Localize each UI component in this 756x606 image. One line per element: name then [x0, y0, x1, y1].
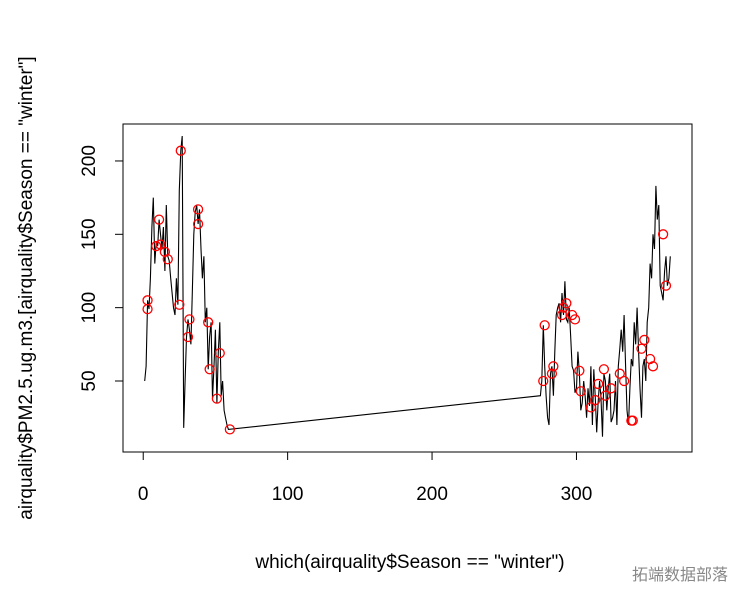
data-point [182, 331, 194, 343]
data-point [657, 229, 669, 240]
y-tick-label: 150 [79, 218, 100, 250]
watermark: 拓端数据部落 [632, 566, 728, 584]
data-point [618, 375, 630, 387]
data-point [153, 214, 165, 225]
data-point [614, 368, 625, 379]
data-point [192, 218, 204, 230]
data-point [546, 368, 558, 379]
data-point [151, 240, 162, 252]
data-point [214, 347, 225, 359]
x-axis-label: which(airquality$Season == "winter") [254, 552, 564, 573]
data-point [211, 393, 223, 404]
x-tick-label: 100 [272, 484, 304, 505]
data-point [592, 378, 604, 390]
y-tick-label: 200 [79, 145, 100, 177]
data-point [192, 204, 204, 215]
data-point [556, 309, 568, 321]
data-point [162, 254, 173, 265]
data-point [627, 415, 638, 426]
y-tick-label: 100 [79, 292, 100, 324]
data-point [639, 334, 650, 346]
data-point [539, 320, 550, 331]
data-point [548, 361, 559, 372]
data-point [159, 246, 171, 258]
x-tick-label: 0 [138, 484, 149, 505]
data-point [204, 364, 215, 375]
data-point [600, 390, 611, 401]
data-point [569, 314, 581, 325]
data-point [644, 353, 656, 365]
data-point [590, 394, 601, 406]
x-tick-label: 200 [416, 484, 448, 505]
data-line [144, 135, 671, 437]
data-point [574, 365, 585, 376]
data-point [636, 343, 647, 354]
data-point [203, 317, 214, 328]
data-point [224, 424, 236, 435]
y-tick-label: 50 [79, 370, 100, 391]
data-point [561, 298, 572, 309]
data-point [538, 375, 549, 387]
data-point [142, 303, 153, 315]
data-point [605, 383, 617, 394]
data-point [598, 364, 610, 375]
data-point [184, 314, 195, 325]
y-axis-label: airquality$PM2.5.ug.m3.[airquality$Seaso… [16, 56, 37, 519]
data-point [155, 239, 166, 250]
data-point [575, 386, 586, 397]
data-point [174, 299, 185, 310]
data-point [647, 361, 659, 372]
data-point [585, 402, 597, 413]
x-tick-label: 300 [561, 484, 593, 505]
data-point [175, 145, 186, 156]
data-point [660, 280, 672, 291]
